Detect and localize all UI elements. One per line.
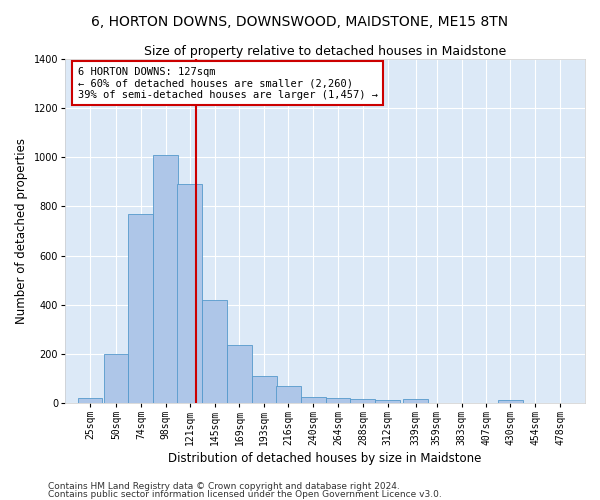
Bar <box>301 396 326 403</box>
Bar <box>227 345 252 403</box>
Bar <box>128 214 154 403</box>
Text: Contains HM Land Registry data © Crown copyright and database right 2024.: Contains HM Land Registry data © Crown c… <box>48 482 400 491</box>
Bar <box>376 400 400 403</box>
Bar <box>498 400 523 403</box>
Bar <box>350 399 376 403</box>
X-axis label: Distribution of detached houses by size in Maidstone: Distribution of detached houses by size … <box>169 452 482 465</box>
Bar <box>77 398 103 403</box>
Text: 6 HORTON DOWNS: 127sqm
← 60% of detached houses are smaller (2,260)
39% of semi-: 6 HORTON DOWNS: 127sqm ← 60% of detached… <box>77 66 377 100</box>
Bar <box>276 386 301 403</box>
Bar <box>326 398 350 403</box>
Bar <box>154 155 178 403</box>
Y-axis label: Number of detached properties: Number of detached properties <box>15 138 28 324</box>
Title: Size of property relative to detached houses in Maidstone: Size of property relative to detached ho… <box>144 45 506 58</box>
Bar <box>177 184 202 403</box>
Bar <box>252 376 277 403</box>
Text: 6, HORTON DOWNS, DOWNSWOOD, MAIDSTONE, ME15 8TN: 6, HORTON DOWNS, DOWNSWOOD, MAIDSTONE, M… <box>91 15 509 29</box>
Bar <box>403 399 428 403</box>
Bar <box>104 354 128 403</box>
Text: Contains public sector information licensed under the Open Government Licence v3: Contains public sector information licen… <box>48 490 442 499</box>
Bar <box>202 300 227 403</box>
